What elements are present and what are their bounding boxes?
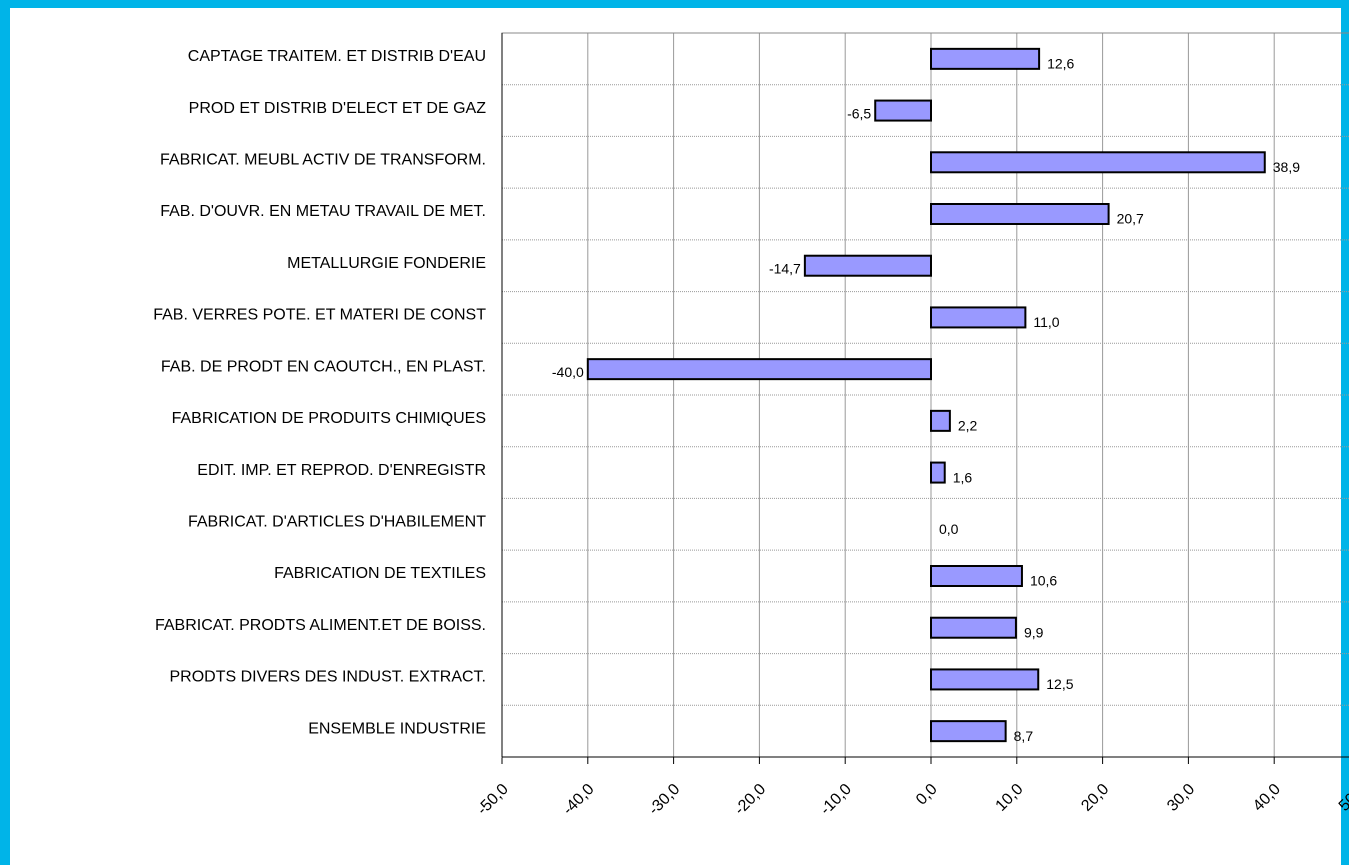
bar xyxy=(930,668,1040,691)
y-tick-label: FAB. D'OUVR. EN METAU TRAVAIL DE MET. xyxy=(160,203,486,220)
y-tick-label: EDIT. IMP. ET REPROD. D'ENREGISTR xyxy=(197,462,486,479)
y-tick-label: CAPTAGE TRAITEM. ET DISTRIB D'EAU xyxy=(188,48,486,65)
bar xyxy=(930,565,1023,587)
y-tick-label: PROD ET DISTRIB D'ELECT ET DE GAZ xyxy=(189,100,487,117)
value-label: -14,7 xyxy=(769,260,801,276)
value-label: 38,9 xyxy=(1273,159,1300,175)
value-label: 12,5 xyxy=(1046,676,1073,692)
bar xyxy=(930,151,1266,174)
value-label: 11,0 xyxy=(1033,314,1059,330)
value-label: -6,5 xyxy=(847,105,871,121)
value-label: 0,0 xyxy=(939,521,959,537)
bar xyxy=(803,254,933,277)
y-tick-label: FAB. DE PRODT EN CAOUTCH., EN PLAST. xyxy=(161,358,486,375)
value-label: 20,7 xyxy=(1117,211,1144,227)
y-tick-label: PRODTS DIVERS DES INDUST. EXTRACT. xyxy=(170,669,487,686)
bar xyxy=(930,409,951,432)
value-label: 8,7 xyxy=(1014,728,1034,744)
y-tick-label: METALLURGIE FONDERIE xyxy=(287,255,486,272)
value-label: 10,6 xyxy=(1030,573,1057,589)
y-tick-label: FABRICAT. D'ARTICLES D'HABILEMENT xyxy=(188,514,486,531)
y-tick-label: ENSEMBLE INDUSTRIE xyxy=(308,720,486,737)
bar xyxy=(874,99,932,122)
value-label: 12,6 xyxy=(1047,56,1074,72)
bar xyxy=(586,358,932,381)
value-label: 9,9 xyxy=(1024,624,1044,640)
bar xyxy=(930,616,1017,639)
bar xyxy=(930,720,1007,743)
value-label: 1,6 xyxy=(953,469,973,485)
bar xyxy=(930,306,1027,329)
bar xyxy=(930,203,1110,225)
value-label: 2,2 xyxy=(958,418,978,434)
chart-area xyxy=(10,8,1341,865)
y-tick-label: FABRICAT. MEUBL ACTIV DE TRANSFORM. xyxy=(160,152,486,169)
y-tick-label: FABRICAT. PRODTS ALIMENT.ET DE BOISS. xyxy=(155,617,486,634)
y-tick-label: FAB. VERRES POTE. ET MATERI DE CONST xyxy=(153,307,486,324)
y-tick-label: FABRICATION DE PRODUITS CHIMIQUES xyxy=(172,410,486,427)
bar xyxy=(930,47,1041,70)
bar xyxy=(930,461,946,484)
value-label: -40,0 xyxy=(552,364,584,380)
y-tick-label: FABRICATION DE TEXTILES xyxy=(274,565,486,582)
